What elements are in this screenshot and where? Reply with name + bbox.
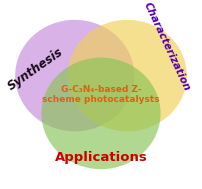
- Circle shape: [68, 20, 187, 131]
- Circle shape: [41, 58, 161, 169]
- Text: Characterization: Characterization: [142, 0, 192, 92]
- Text: Synthesis: Synthesis: [5, 45, 65, 93]
- Text: G-C₃N₄-based Z-: G-C₃N₄-based Z-: [61, 85, 141, 94]
- Text: Applications: Applications: [55, 151, 147, 164]
- Circle shape: [15, 20, 134, 131]
- Text: scheme photocatalysts: scheme photocatalysts: [42, 95, 160, 104]
